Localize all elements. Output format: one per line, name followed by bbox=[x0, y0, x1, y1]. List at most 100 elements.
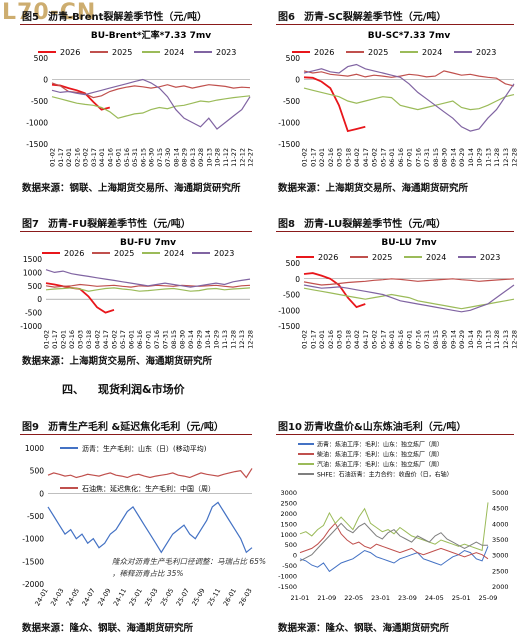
fig7-y-tick: 1500 bbox=[23, 255, 42, 264]
fig10-rule bbox=[276, 434, 514, 435]
fig8-x-tick: 06-01 bbox=[388, 330, 396, 349]
fig5-rule bbox=[20, 24, 252, 25]
fig5-y-tick: 0 bbox=[43, 76, 48, 85]
fig5-x-tick: 10-28 bbox=[214, 148, 222, 167]
fig5-x-tick: 07-15 bbox=[156, 148, 164, 167]
fig5-x-tick: 09-28 bbox=[197, 148, 205, 167]
fig8-x-tick: 12-28 bbox=[511, 330, 519, 349]
fig6-legend-label: 2026 bbox=[314, 48, 334, 57]
fig5-x-tick: 02-01 bbox=[65, 148, 73, 167]
fig7-x-tick: 03-18 bbox=[85, 330, 93, 349]
fig5-x-tick: 09-13 bbox=[189, 148, 197, 167]
fig8-x-tick: 10-14 bbox=[467, 330, 475, 349]
fig6-x-tick: 11-28 bbox=[493, 148, 501, 167]
fig9-y-tick: 1000 bbox=[25, 444, 44, 453]
fig10-y-tick-left: 2000 bbox=[280, 510, 297, 518]
fig7-legend-label: 2023 bbox=[214, 249, 234, 258]
fig8-x-tick: 05-17 bbox=[379, 330, 387, 349]
fig5-x-tick: 12-12 bbox=[238, 148, 246, 167]
fig10-x-tick: 24-05 bbox=[425, 594, 444, 602]
fig5-chart-title: BU-Brent*汇率*7.33 7mv bbox=[91, 29, 211, 41]
fig5-x-tick: 01-02 bbox=[49, 148, 57, 167]
fig8-x-tick: 11-28 bbox=[493, 330, 501, 349]
fig10-y-tick-left: -500 bbox=[282, 562, 297, 570]
fig5-legend-label: 2025 bbox=[112, 48, 132, 57]
fig10-y-tick-right: 5000 bbox=[492, 489, 509, 497]
fig7-x-tick: 07-31 bbox=[162, 330, 170, 349]
fig6-x-tick: 10-14 bbox=[467, 148, 475, 167]
fig5-series-2024 bbox=[51, 95, 251, 119]
fig5-x-tick: 03-17 bbox=[90, 148, 98, 167]
fig10-y-tick-right: 2000 bbox=[492, 583, 509, 591]
fig10-x-tick: 25-09 bbox=[479, 594, 498, 602]
fig8-title: 图8 沥青-LU裂解差季节性（元/吨） bbox=[278, 219, 446, 230]
fig9-annotation-line1: 隆众对沥青生产毛利口径调整：马瑞占比 65% bbox=[112, 557, 266, 566]
fig5-x-tick: 01-17 bbox=[57, 148, 65, 167]
fig6-series-2023 bbox=[303, 63, 515, 132]
fig9-source: 数据来源：隆众、钢联、海通期货研究所 bbox=[22, 623, 194, 634]
fig6-y-tick: -1000 bbox=[278, 119, 300, 128]
fig8-x-tick: 11-13 bbox=[484, 330, 492, 349]
fig5-x-tick: 08-29 bbox=[181, 148, 189, 167]
fig10-source: 数据来源：隆众、钢联、海通期货研究所 bbox=[278, 623, 450, 634]
fig5-x-tick: 11-27 bbox=[230, 148, 238, 167]
fig10-x-tick: 22-05 bbox=[344, 594, 363, 602]
fig8-chart-title: BU-LU 7mv bbox=[381, 238, 436, 248]
fig9-x-tick: 25-07 bbox=[175, 587, 191, 607]
fig8-series-2024 bbox=[303, 287, 515, 310]
fig5-x-tick: 12-27 bbox=[247, 148, 255, 167]
fig8-chart: BU-LU 7mv 2026 2025 2024 2023 500 0 -500 -1000 -1… bbox=[278, 238, 519, 349]
fig5-legend-label: 2024 bbox=[164, 48, 184, 57]
fig7-x-tick: 03-03 bbox=[77, 330, 85, 349]
fig10-y-tick-right: 3500 bbox=[492, 536, 509, 544]
fig7-x-tick: 10-29 bbox=[213, 330, 221, 349]
fig7-x-tick: 07-16 bbox=[153, 330, 161, 349]
fig8-x-tick: 02-01 bbox=[318, 330, 326, 349]
fig6-x-tick: 06-16 bbox=[397, 148, 405, 167]
fig5-legend-label: 2026 bbox=[60, 48, 80, 57]
fig9-legend-label: 石油焦：延迟焦化：生产毛利：中国（周） bbox=[82, 484, 215, 493]
fig6-series-2026 bbox=[303, 76, 366, 133]
fig8-x-tick: 12-13 bbox=[502, 330, 510, 349]
fig5-series-2026 bbox=[51, 83, 111, 111]
fig9-y-tick: -500 bbox=[27, 512, 44, 521]
fig6-y-tick: 500 bbox=[286, 54, 301, 63]
fig5-x-tick: 06-30 bbox=[148, 148, 156, 167]
fig5-x-tick: 04-01 bbox=[98, 148, 106, 167]
fig5-source: 数据来源：钢联、上海期货交易所、海通期货研究所 bbox=[22, 183, 241, 194]
fig8-x-tick: 03-03 bbox=[336, 330, 344, 349]
fig6-legend-label: 2025 bbox=[368, 48, 388, 57]
fig5-x-tick: 08-14 bbox=[172, 148, 180, 167]
fig9-x-tick: 26-03 bbox=[237, 587, 253, 607]
fig7-x-tick: 06-01 bbox=[128, 330, 136, 349]
fig9-y-tick: -1000 bbox=[22, 535, 44, 544]
fig9-x-tick: 25-01 bbox=[128, 587, 144, 607]
fig7-x-tick: 02-01 bbox=[60, 330, 68, 349]
fig8-series-2026 bbox=[303, 272, 366, 309]
fig7-x-tick: 11-28 bbox=[230, 330, 238, 349]
fig6-x-tick: 09-29 bbox=[458, 148, 466, 167]
fig6-legend-label: 2023 bbox=[476, 48, 496, 57]
fig8-x-tick: 09-14 bbox=[449, 330, 457, 349]
fig7-legend-label: 2024 bbox=[164, 249, 184, 258]
fig5-y-tick: -500 bbox=[31, 97, 48, 106]
fig7-series-2024 bbox=[45, 287, 251, 292]
fig6-x-tick: 07-01 bbox=[406, 148, 414, 167]
fig9-y-tick: -1500 bbox=[22, 557, 44, 566]
fig8-x-tick: 08-15 bbox=[432, 330, 440, 349]
fig10-title: 图10 沥青收盘价&山东炼油毛利（元/吨） bbox=[278, 422, 467, 433]
fig7-y-tick: 500 bbox=[28, 282, 43, 291]
fig5-x-tick: 03-02 bbox=[82, 148, 90, 167]
fig6-x-tick: 02-16 bbox=[327, 148, 335, 167]
fig6-x-tick: 04-02 bbox=[353, 148, 361, 167]
fig10-series-gasoline bbox=[299, 502, 489, 552]
fig9-x-tick: 24-11 bbox=[112, 587, 128, 607]
fig7-x-tick: 02-16 bbox=[68, 330, 76, 349]
fig6-chart-title: BU-SC*7.33 7mv bbox=[368, 31, 451, 41]
fig5-x-tick: 06-15 bbox=[139, 148, 147, 167]
fig9-x-tick: 24-09 bbox=[96, 587, 112, 607]
fig10-series-shfe bbox=[299, 522, 488, 562]
fig7-x-tick: 07-01 bbox=[145, 330, 153, 349]
fig6-x-tick: 05-17 bbox=[379, 148, 387, 167]
